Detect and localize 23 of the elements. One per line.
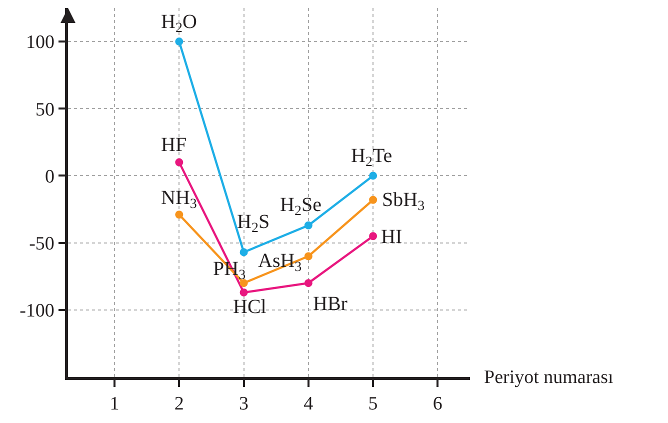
annotation: H$_{2}$O bbox=[161, 11, 197, 36]
y-tick-label: 0 bbox=[44, 166, 54, 188]
y-tick-label: -100 bbox=[20, 300, 54, 322]
y-tick-label: 50 bbox=[35, 99, 54, 120]
annotation: HI bbox=[381, 226, 402, 248]
x-tick-label: 4 bbox=[304, 394, 314, 415]
x-tick-label: 3 bbox=[239, 394, 249, 415]
annotation: SbH$_{3}$ bbox=[382, 189, 425, 214]
annotation: HCl bbox=[233, 296, 267, 318]
x-tick-label: 1 bbox=[110, 394, 120, 415]
x-tick-label: 6 bbox=[432, 394, 442, 415]
annotation: AsH$_{3}$ bbox=[258, 250, 302, 276]
annotation: NH$_{3}$ bbox=[161, 187, 197, 212]
annotation: H$_{2}$Se bbox=[280, 194, 322, 220]
x-axis-title: Periyot numarası bbox=[484, 367, 614, 388]
x-tick-label: 2 bbox=[174, 394, 184, 415]
annotation: HBr bbox=[313, 293, 348, 315]
annotation: H$_{2}$Te bbox=[351, 145, 392, 170]
y-tick-label: 100 bbox=[26, 32, 54, 54]
annotation: H$_{2}$S bbox=[237, 211, 270, 236]
x-tick-label: 5 bbox=[368, 394, 378, 415]
annotation: HF bbox=[161, 134, 187, 156]
y-tick-label: -50 bbox=[29, 233, 54, 254]
